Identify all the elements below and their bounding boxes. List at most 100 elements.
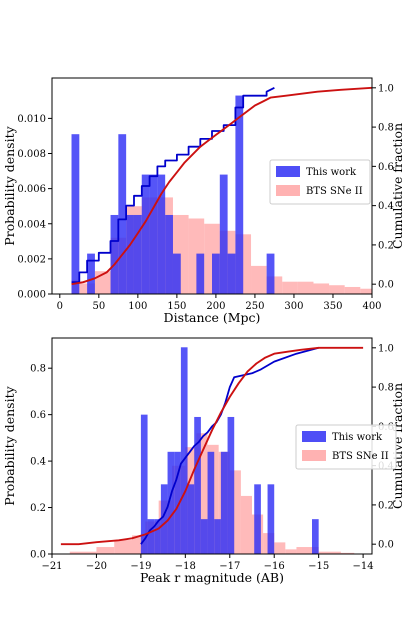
this-work-bar-5 (174, 451, 181, 554)
this-work-bar-7 (126, 214, 134, 294)
legend-label-bts: BTS SNe II (306, 186, 363, 197)
x-tick-label: 50 (92, 301, 105, 312)
bts-bar-19 (340, 552, 355, 554)
x-tick-label: −15 (308, 561, 329, 572)
bts-bar-0 (69, 551, 97, 554)
bts-bar-1 (96, 547, 115, 554)
bts-bar-8 (196, 433, 208, 554)
x-tick-label: −18 (175, 561, 196, 572)
bts-bar-15 (297, 281, 314, 294)
this-work-bar-25 (266, 253, 275, 294)
x-axis-label: Distance (Mpc) (164, 310, 261, 325)
this-work-histogram (140, 347, 319, 554)
cumulative-curves (71, 86, 372, 286)
y2-tick-label: 1.0 (378, 83, 394, 94)
this-work-histogram (71, 95, 275, 294)
y-axis-ticks: 0.0 0.2 0.4 0.6 0.8 (30, 364, 52, 561)
y2-tick-label: 0.6 (378, 162, 394, 173)
y-tick-label: 0.006 (17, 184, 46, 195)
y-tick-label: 0.004 (17, 219, 46, 230)
legend: This work BTS SNe II (269, 159, 371, 205)
this-work-bar-10 (207, 451, 215, 554)
y2-axis-label: Cumulative fraction (390, 123, 405, 249)
bts-bar-16 (313, 283, 330, 294)
bts-bar-16 (285, 549, 297, 554)
bts-bar-14 (282, 281, 298, 294)
bts-bar-2 (114, 540, 132, 554)
legend-label-bts: BTS SNe II (332, 451, 389, 462)
x-tick-label: −20 (86, 561, 107, 572)
plot-frame (51, 77, 373, 295)
x-tick-label: 0 (57, 301, 63, 312)
this-work-bar-5 (110, 214, 119, 294)
bts-bar-12 (240, 495, 252, 554)
this-work-bar-11 (157, 174, 166, 294)
cumulative-curves (60, 346, 364, 546)
this-work-bar-20 (227, 253, 236, 294)
x-axis-ticks: 0 50 100 150 200 250 300 350 400 (57, 294, 382, 312)
this-work-bar-2 (154, 519, 161, 554)
x-tick-label: 400 (362, 301, 381, 312)
bts-bar-15 (274, 542, 286, 554)
x-tick-label: −21 (41, 561, 62, 572)
this-work-bar-15 (254, 484, 261, 554)
this-work-cdf-line (140, 346, 319, 545)
x-tick-label: 200 (206, 301, 225, 312)
x-tick-label: 250 (245, 301, 264, 312)
y2-tick-label: 0.4 (378, 201, 394, 212)
this-work-bar-13 (227, 416, 235, 554)
legend-label-this-work: This work (306, 167, 357, 178)
this-work-bar-9 (200, 519, 208, 554)
this-work-bar-16 (196, 253, 205, 294)
y-tick-label: 0.0 (30, 550, 46, 561)
x-tick-label: 150 (167, 301, 186, 312)
x-tick-label: 100 (128, 301, 147, 312)
this-work-bar-11 (214, 519, 221, 554)
bts-cdf-line (71, 86, 372, 286)
this-work-bar-13 (172, 253, 181, 294)
legend-swatch-this-work (302, 431, 326, 442)
y2-tick-label: 1.0 (378, 343, 394, 354)
bts-bar-18 (318, 551, 341, 554)
y-tick-label: 0.2 (30, 503, 46, 514)
y-tick-label: 0.8 (30, 364, 46, 375)
y2-axis-label: Cumulative fraction (390, 383, 405, 509)
this-work-bar-19 (312, 519, 319, 554)
y2-tick-label: 0.2 (378, 500, 394, 511)
this-work-bar-2 (87, 253, 95, 294)
this-work-bar-10 (149, 174, 158, 294)
y-tick-label: 0.4 (30, 457, 46, 468)
y-tick-label: 0.000 (17, 290, 46, 301)
y-axis-label: Probability density (2, 385, 17, 505)
y-tick-label: 0.002 (17, 254, 46, 265)
y2-tick-label: 0.2 (378, 240, 394, 251)
legend-label-this-work: This work (332, 432, 383, 443)
this-work-bar-12 (220, 451, 228, 554)
this-work-bar-7 (187, 484, 195, 554)
this-work-bar-8 (133, 214, 142, 294)
x-tick-label: −16 (264, 561, 285, 572)
this-work-bar-8 (194, 416, 201, 554)
y-tick-label: 0.008 (17, 149, 46, 160)
bts-bar-17 (296, 547, 319, 554)
x-tick-label: −17 (219, 561, 240, 572)
y2-tick-label: 0.0 (378, 280, 394, 291)
y2-tick-label: 0.8 (378, 383, 394, 394)
magnitude-panel: −21 −20 −19 −18 −17 −16 −15 −14 0.0 0.2 0.4 0.6 0.8… (2, 337, 405, 585)
y-tick-label: 0.6 (30, 410, 46, 421)
this-work-bar-0 (140, 414, 148, 554)
legend-swatch-bts (302, 450, 326, 461)
bts-bar-17 (329, 285, 345, 294)
this-work-bar-6 (118, 134, 127, 294)
y-axis-label: Probability density (2, 125, 17, 245)
y2-tick-label: 0.0 (378, 540, 394, 551)
x-tick-label: 350 (323, 301, 342, 312)
this-work-bar-18 (212, 253, 220, 294)
legend-swatch-bts (276, 185, 300, 196)
this-work-bar-3 (160, 484, 168, 554)
this-work-bar-6 (180, 347, 188, 554)
bts-bar-19 (360, 288, 372, 294)
this-work-bar-4 (167, 451, 175, 554)
y2-tick-label: 0.8 (378, 123, 394, 134)
